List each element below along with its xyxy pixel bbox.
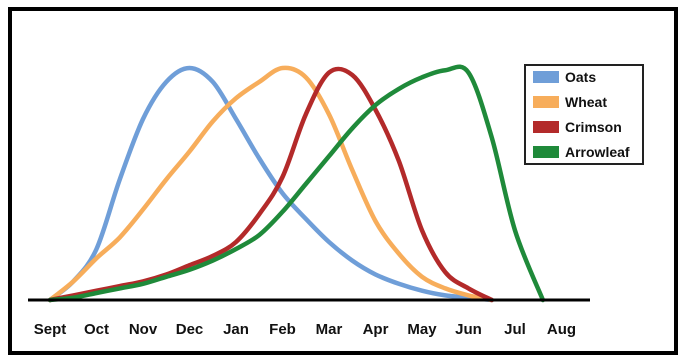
x-tick-label-mar: Mar [316, 321, 343, 338]
series-line-arrowleaf [47, 64, 546, 303]
x-tick-label-feb: Feb [269, 321, 296, 338]
legend-swatch-crimson [533, 121, 559, 133]
x-tick-label-jul: Jul [504, 321, 526, 338]
chart-frame-border [8, 7, 678, 355]
x-tick-label-sept: Sept [34, 321, 67, 338]
x-tick-label-apr: Apr [363, 321, 389, 338]
legend-label-oats: Oats [565, 69, 596, 85]
legend-label-arrowleaf: Arrowleaf [565, 144, 630, 160]
x-tick-label-aug: Aug [547, 321, 576, 338]
legend-swatch-oats [533, 71, 559, 83]
legend-label-wheat: Wheat [565, 94, 607, 110]
x-tick-label-oct: Oct [84, 321, 109, 338]
legend: Oats Wheat Crimson Arrowleaf [524, 64, 644, 165]
legend-swatch-arrowleaf [533, 146, 559, 158]
legend-swatch-wheat [533, 96, 559, 108]
series-layer [47, 64, 546, 303]
x-tick-label-dec: Dec [176, 321, 204, 338]
legend-label-crimson: Crimson [565, 119, 622, 135]
series-line-crimson [47, 66, 495, 303]
x-tick-label-jun: Jun [455, 321, 482, 338]
x-axis-ticks: Sept Oct Nov Dec Jan Feb Mar Apr May Jun Jul Aug [34, 321, 576, 338]
x-tick-label-nov: Nov [129, 321, 158, 338]
x-tick-label-jan: Jan [223, 321, 249, 338]
series-line-wheat [47, 65, 495, 303]
series-line-oats [47, 65, 495, 303]
x-tick-label-may: May [407, 321, 437, 338]
